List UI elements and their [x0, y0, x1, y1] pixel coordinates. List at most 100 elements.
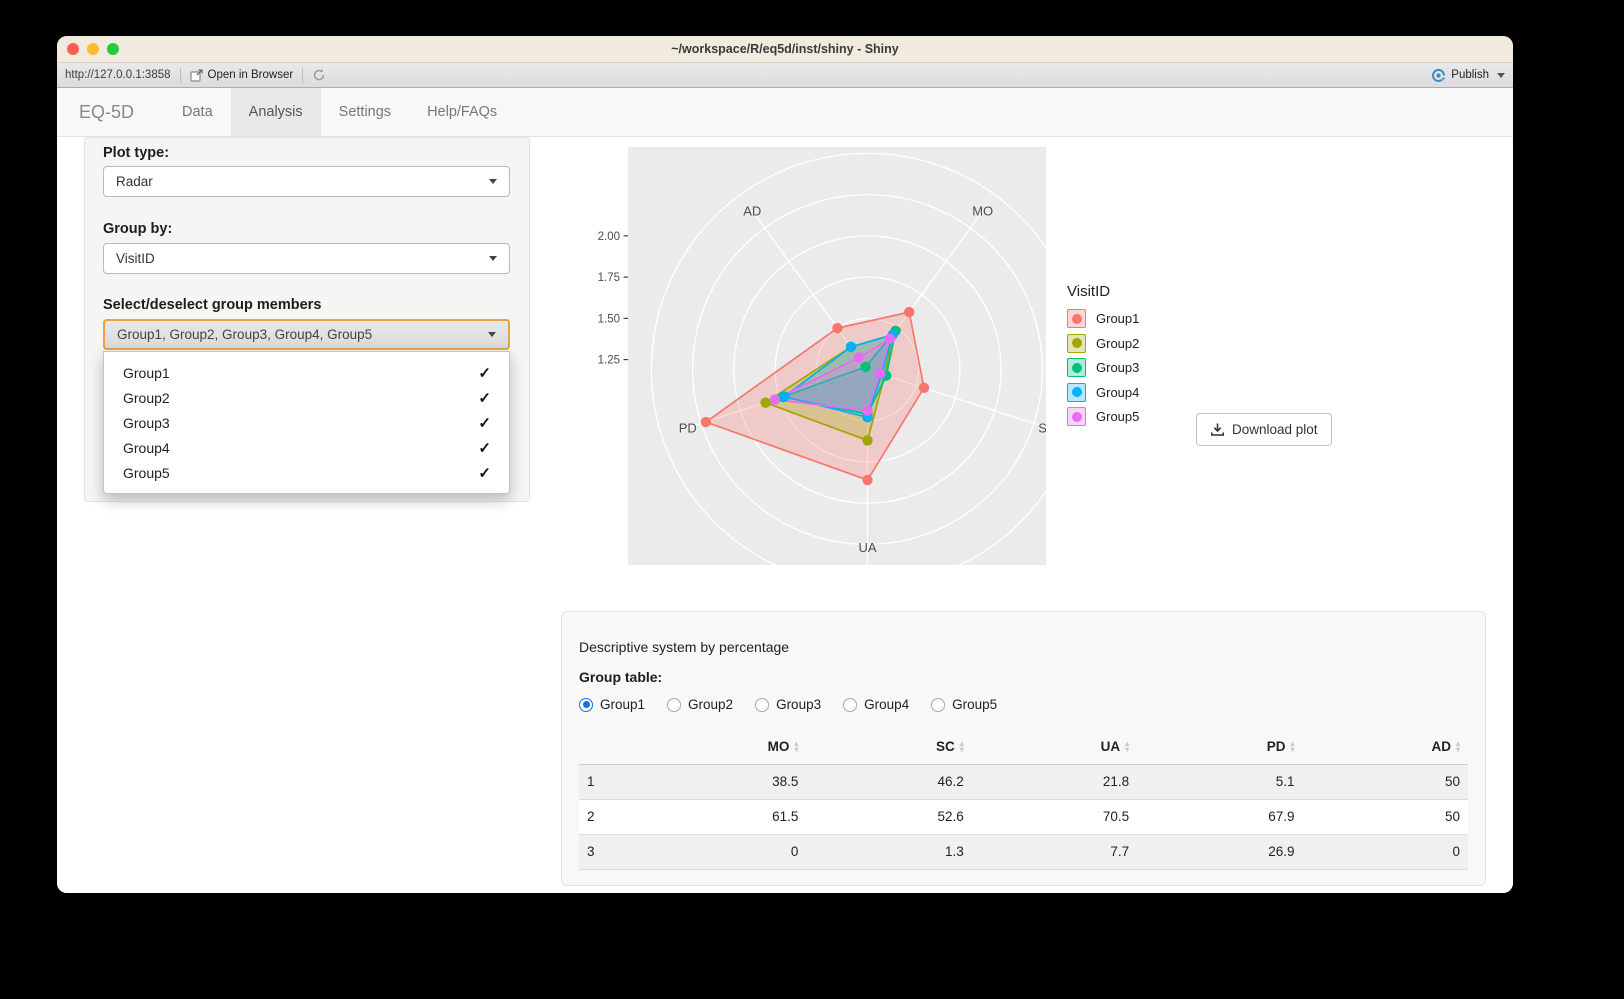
radar-point-group1-ua: [862, 474, 873, 486]
radio-group4[interactable]: Group4: [843, 697, 909, 712]
plot-type-label: Plot type:: [103, 145, 170, 161]
group-members-select[interactable]: Group1, Group2, Group3, Group4, Group5: [103, 319, 510, 350]
radial-tick-label: 1.25: [598, 355, 620, 367]
tab-help-faqs[interactable]: Help/FAQs: [427, 104, 498, 120]
group-members-value: Group1, Group2, Group3, Group4, Group5: [117, 327, 373, 342]
sort-arrows-icon: ▴ ▾: [1290, 739, 1295, 755]
column-header-sc[interactable]: SC ▴ ▾: [806, 729, 972, 765]
radio-button-icon: [667, 697, 682, 712]
radio-label: Group2: [688, 697, 734, 712]
radio-group3[interactable]: Group3: [755, 697, 821, 712]
axis-label-ua: UA: [858, 540, 876, 555]
legend-label: Group1: [1096, 311, 1140, 326]
tab-settings[interactable]: Settings: [338, 104, 392, 120]
group-members-label: Select/deselect group members: [103, 297, 322, 313]
sort-arrows-icon: ▴ ▾: [1455, 739, 1460, 755]
radio-label: Group1: [600, 697, 646, 712]
browser-window: ~/workspace/R/eq5d/inst/shiny - Shiny ht…: [57, 36, 1513, 893]
window-titlebar: ~/workspace/R/eq5d/inst/shiny - Shiny: [57, 36, 1513, 63]
radar-point-group1-mo: [904, 306, 915, 318]
dropdown-option-group4[interactable]: Group4 ✓: [104, 435, 509, 460]
row-name-cell: 2: [579, 799, 641, 835]
publish-icon: [1432, 68, 1446, 82]
radio-group5[interactable]: Group5: [931, 697, 997, 712]
browser-toolbar: http://127.0.0.1:3858 Open in Browser: [57, 63, 1513, 88]
dropdown-option-label: Group1: [123, 364, 170, 381]
address-url: http://127.0.0.1:3858: [65, 69, 171, 81]
download-icon: [1211, 423, 1224, 436]
open-in-browser-button[interactable]: Open in Browser: [189, 68, 294, 82]
radar-point-group1-ad: [832, 322, 843, 334]
cell-sc: 46.2: [806, 764, 972, 800]
radar-point-group2-pd: [760, 397, 771, 408]
dropdown-option-label: Group2: [123, 389, 170, 406]
column-header-mo[interactable]: MO ▴ ▾: [641, 729, 807, 765]
tab-data[interactable]: Data: [182, 104, 213, 120]
radar-point-group5-ua: [862, 405, 873, 416]
cell-mo: 61.5: [641, 799, 807, 835]
zoom-window-button[interactable]: [107, 43, 119, 55]
radar-point-group5-ad: [853, 352, 864, 363]
publish-label: Publish: [1451, 69, 1489, 81]
descriptive-title: Descriptive system by percentage: [579, 639, 790, 655]
legend-label: Group4: [1096, 384, 1140, 400]
reload-button[interactable]: [312, 68, 326, 82]
reload-icon: [313, 69, 325, 81]
publish-button[interactable]: Publish: [1431, 68, 1505, 83]
check-icon: ✓: [478, 389, 491, 407]
row-name-cell: 3: [579, 834, 641, 870]
minimize-window-button[interactable]: [87, 43, 99, 55]
column-header-pd[interactable]: PD ▴ ▾: [1137, 729, 1303, 765]
chevron-down-icon: [1497, 72, 1505, 78]
window-title: ~/workspace/R/eq5d/inst/shiny - Shiny: [671, 42, 899, 56]
radar-series-group4: [783, 333, 894, 419]
plot-type-select[interactable]: Radar: [103, 166, 510, 197]
legend-entry-group5: Group5: [1067, 407, 1139, 426]
plot-type-value: Radar: [116, 174, 153, 189]
cell-ad: 50: [1302, 764, 1468, 800]
cell-ad: 0: [1302, 834, 1468, 870]
legend-label: Group2: [1096, 335, 1140, 351]
chevron-down-icon: [489, 256, 497, 261]
radial-tick-label: 1.50: [598, 313, 620, 325]
legend-point-icon: [1071, 411, 1082, 422]
radar-point-group5-pd: [769, 394, 781, 405]
table-row-1[interactable]: 1 38.5 46.2 21.8 5.1 50: [579, 764, 1468, 800]
cell-ua: 7.7: [971, 834, 1138, 870]
radar-point-group1-sc: [918, 382, 930, 394]
radio-group1[interactable]: Group1: [579, 697, 645, 712]
column-header-label: UA: [1100, 738, 1121, 754]
cell-ad: 50: [1302, 799, 1468, 835]
dropdown-option-group5[interactable]: Group5 ✓: [104, 460, 509, 485]
column-header-label: MO: [767, 738, 790, 754]
radial-tick-label: 1.75: [598, 272, 620, 284]
radio-label: Group3: [776, 697, 822, 712]
table-row-2[interactable]: 2 61.5 52.6 70.5 67.9 50: [579, 799, 1468, 835]
table-row-3[interactable]: 3 0 1.3 7.7 26.9 0: [579, 834, 1468, 870]
radar-point-group2-ua: [862, 435, 873, 446]
chevron-down-icon: [488, 332, 496, 337]
group-by-select[interactable]: VisitID: [103, 243, 510, 274]
tab-analysis[interactable]: Analysis: [230, 88, 321, 136]
sort-arrows-icon: ▴ ▾: [959, 739, 964, 755]
dropdown-option-group3[interactable]: Group3 ✓: [104, 410, 509, 435]
close-window-button[interactable]: [67, 43, 79, 55]
group-data-table: MO ▴ ▾ SC ▴ ▾ UA ▴ ▾ PD ▴ ▾ AD ▴ ▾ 1 38.5 46.2 21.8 5.1 50 2 6…: [579, 729, 1468, 870]
radio-label: Group4: [864, 697, 910, 712]
open-in-browser-label: Open in Browser: [207, 69, 294, 81]
column-header-label: SC: [936, 738, 955, 754]
toolbar-divider: [179, 67, 181, 83]
dropdown-option-group2[interactable]: Group2 ✓: [104, 385, 509, 410]
app-navbar: EQ-5D Data Analysis Settings Help/FAQs: [57, 88, 1513, 137]
download-plot-button[interactable]: Download plot: [1196, 413, 1332, 446]
chart-legend: VisitID Group1 Group2 Group3 Group4 Group5: [1067, 283, 1139, 432]
radio-group2[interactable]: Group2: [667, 697, 733, 712]
radio-button-icon: [843, 697, 858, 712]
sort-arrows-icon: ▴ ▾: [1125, 739, 1130, 755]
axis-label-pd: PD: [679, 420, 697, 435]
column-header-ua[interactable]: UA ▴ ▾: [971, 729, 1138, 765]
dropdown-option-group1[interactable]: Group1 ✓: [104, 360, 509, 385]
column-header-ad[interactable]: AD ▴ ▾: [1302, 729, 1468, 765]
cell-sc: 52.6: [806, 799, 972, 835]
group-by-value: VisitID: [116, 251, 155, 266]
